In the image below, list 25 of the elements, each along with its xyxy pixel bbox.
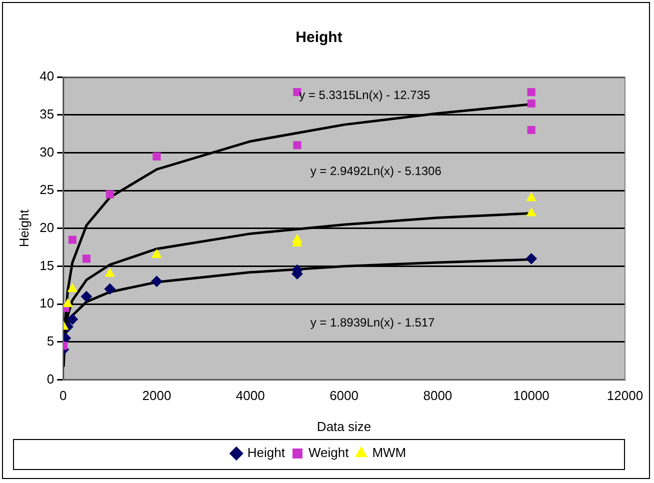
x-tick-label: 4000 [236,388,265,404]
y-tick-label: 10 [40,296,54,311]
x-tick-label: 10000 [513,388,550,404]
y-tick-label: 40 [40,68,54,84]
y-tick-label: 20 [40,220,54,235]
x-tick-label: 2000 [142,388,172,404]
x-tick-label: 6000 [330,388,358,404]
chart-title: Height [296,29,342,46]
legend-label: Weight [308,445,350,460]
legend-label: MWM [372,445,406,460]
y-tick-label: 5 [46,334,54,349]
annotation: y = 2.9492Ln(x) - 5.1306 [310,164,442,178]
annotation: y = 5.3315Ln(x) - 12.735 [299,88,430,102]
y-tick-label: 15 [40,258,54,273]
annotation: y = 1.8939Ln(x) - 1.517 [310,315,436,330]
y-tick-label: 35 [40,106,54,122]
y-tick-label: 25 [40,182,54,198]
y-tick-label: 0 [46,371,54,386]
x-tick-label: 0 [59,388,67,404]
x-axis-title: Data size [316,418,372,434]
y-tick-label: 30 [40,144,54,160]
x-tick-label: 8000 [423,388,452,404]
legend-label: Height [247,445,286,460]
y-axis-title: Height [16,209,32,248]
x-tick-label: 12000 [606,388,644,404]
